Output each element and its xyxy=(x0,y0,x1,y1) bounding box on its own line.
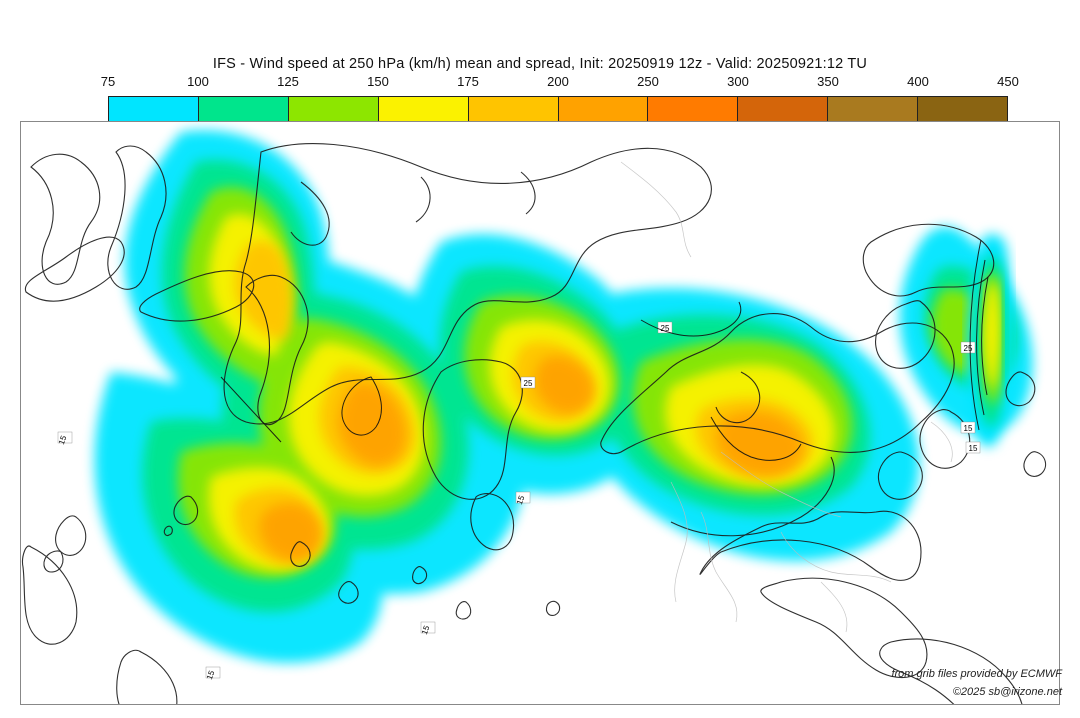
colorbar: 75 100 125 150 175 200 250 300 350 400 4… xyxy=(108,74,1008,120)
colorbar-gradient-bar xyxy=(108,96,1008,122)
svg-text:15: 15 xyxy=(964,424,973,433)
cb-tick-2: 125 xyxy=(277,74,299,89)
attribution-source: from grib files provided by ECMWF xyxy=(891,668,1062,680)
cb-seg-125-150 xyxy=(289,97,379,121)
cb-tick-8: 350 xyxy=(817,74,839,89)
svg-text:25: 25 xyxy=(964,344,973,353)
cb-tick-4: 175 xyxy=(457,74,479,89)
cb-tick-10: 450 xyxy=(997,74,1019,89)
cb-seg-75-100 xyxy=(109,97,199,121)
cb-tick-0: 75 xyxy=(101,74,115,89)
map-panel[interactable]: 15 15 15 15 25 xyxy=(20,121,1060,705)
colorbar-ticks: 75 100 125 150 175 200 250 300 350 400 4… xyxy=(108,74,1008,94)
cb-tick-3: 150 xyxy=(367,74,389,89)
cb-seg-300-350 xyxy=(738,97,828,121)
cb-seg-200-250 xyxy=(559,97,649,121)
chart-title: IFS - Wind speed at 250 hPa (km/h) mean … xyxy=(0,56,1080,72)
cb-seg-150-175 xyxy=(379,97,469,121)
cb-tick-9: 400 xyxy=(907,74,929,89)
cb-tick-7: 300 xyxy=(727,74,749,89)
cb-tick-5: 200 xyxy=(547,74,569,89)
cb-tick-6: 250 xyxy=(637,74,659,89)
svg-text:25: 25 xyxy=(524,379,533,388)
cb-seg-175-200 xyxy=(469,97,559,121)
cb-tick-1: 100 xyxy=(187,74,209,89)
cb-seg-100-125 xyxy=(199,97,289,121)
cb-seg-250-300 xyxy=(648,97,738,121)
cb-seg-350-400 xyxy=(828,97,918,121)
attribution-copyright: ©2025 sb@irizone.net xyxy=(953,686,1062,698)
weather-map-page: IFS - Wind speed at 250 hPa (km/h) mean … xyxy=(0,0,1080,718)
svg-text:15: 15 xyxy=(969,444,978,453)
cb-seg-400-450 xyxy=(918,97,1007,121)
